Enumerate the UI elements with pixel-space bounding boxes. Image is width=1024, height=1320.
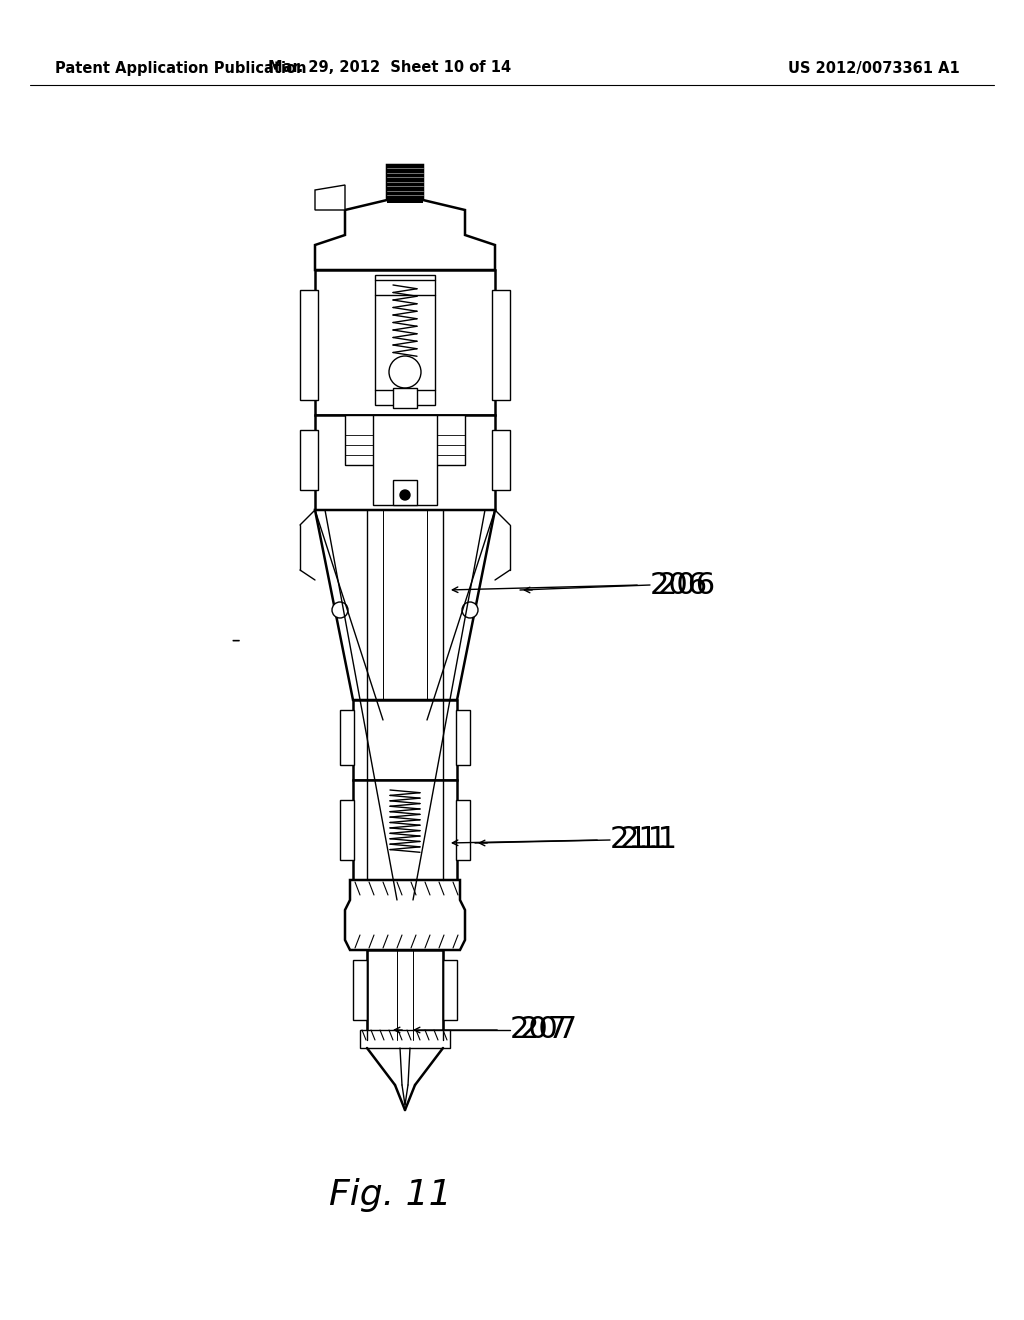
Bar: [353, 960, 367, 1020]
Text: –: –: [230, 631, 240, 649]
Text: 206: 206: [658, 570, 716, 599]
Text: US 2012/0073361 A1: US 2012/0073361 A1: [788, 61, 961, 75]
Bar: [360, 1030, 450, 1048]
Text: 211: 211: [610, 825, 668, 854]
Text: Patent Application Publication: Patent Application Publication: [55, 61, 306, 75]
Bar: [353, 700, 457, 780]
Polygon shape: [315, 165, 495, 271]
Text: 211: 211: [620, 825, 678, 854]
Bar: [456, 710, 470, 766]
Text: Mar. 29, 2012  Sheet 10 of 14: Mar. 29, 2012 Sheet 10 of 14: [268, 61, 512, 75]
Bar: [300, 290, 318, 400]
Text: –: –: [230, 631, 240, 649]
Text: Fig. 11: Fig. 11: [329, 1177, 452, 1212]
Circle shape: [389, 356, 421, 388]
Bar: [387, 165, 423, 203]
Bar: [340, 710, 354, 766]
Bar: [315, 271, 495, 414]
Bar: [367, 950, 443, 1040]
Polygon shape: [345, 880, 465, 950]
Bar: [345, 414, 465, 465]
Circle shape: [462, 602, 478, 618]
Text: 207: 207: [510, 1015, 568, 1044]
Bar: [393, 480, 417, 506]
Polygon shape: [315, 185, 345, 210]
Text: 207: 207: [520, 1015, 579, 1044]
Bar: [492, 290, 510, 400]
Bar: [373, 414, 437, 506]
Bar: [443, 960, 457, 1020]
Bar: [340, 800, 354, 861]
Bar: [315, 414, 495, 510]
Bar: [353, 780, 457, 880]
Bar: [300, 430, 318, 490]
Circle shape: [332, 602, 348, 618]
Polygon shape: [315, 510, 495, 700]
Bar: [393, 388, 417, 408]
Bar: [492, 430, 510, 490]
Bar: [315, 185, 495, 400]
Text: 206: 206: [650, 570, 709, 599]
Bar: [375, 275, 435, 405]
Bar: [456, 800, 470, 861]
Circle shape: [400, 490, 410, 500]
